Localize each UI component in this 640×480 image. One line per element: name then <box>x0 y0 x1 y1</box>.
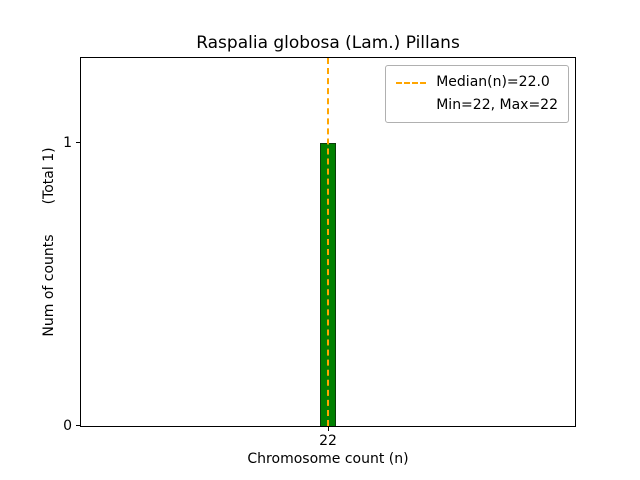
y-axis-label-text: Num of counts <box>41 234 57 337</box>
median-line <box>327 58 329 426</box>
ytick-label-0: 0 <box>63 418 72 434</box>
legend-entry-minmax: Min=22, Max=22 <box>396 97 558 114</box>
legend-label-minmax: Min=22, Max=22 <box>436 97 558 113</box>
ytick-mark-0 <box>76 425 80 426</box>
legend: Median(n)=22.0 Min=22, Max=22 <box>385 65 569 123</box>
plot-area: Median(n)=22.0 Min=22, Max=22 <box>80 57 576 427</box>
ytick-mark-1 <box>76 141 80 143</box>
x-axis-label: Chromosome count (n) <box>247 451 409 467</box>
chart-title: Raspalia globosa (Lam.) Pillans <box>196 33 460 53</box>
xtick-mark-0 <box>328 427 329 431</box>
median-dashed-line-swatch <box>396 81 427 84</box>
legend-label-median: Median(n)=22.0 <box>436 74 550 90</box>
legend-entry-median: Median(n)=22.0 <box>396 74 558 91</box>
y-axis-total-annotation: (Total 1) <box>41 147 57 205</box>
ytick-label-1: 1 <box>63 134 72 151</box>
xtick-label-0: 22 <box>319 433 337 449</box>
y-axis-label: Num of counts (Total 1) <box>39 57 59 427</box>
